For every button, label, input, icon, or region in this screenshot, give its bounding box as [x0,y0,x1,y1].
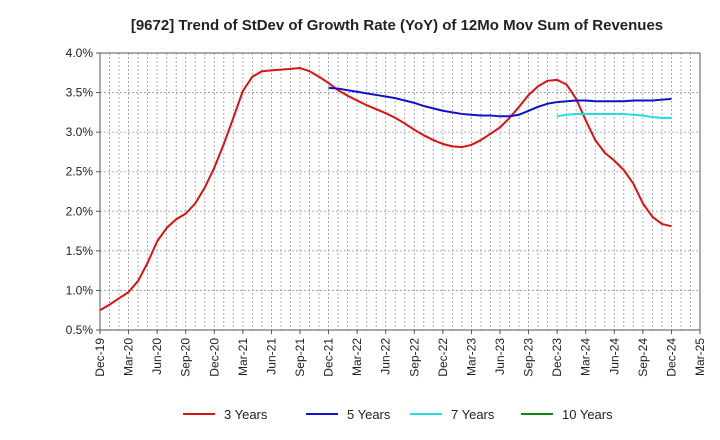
y-tick-label: 2.5% [66,165,94,179]
x-tick-label: Mar-23 [464,338,478,376]
x-axis: Dec-19 Mar-20 Jun-20 Sep-20 Dec-20 Mar-21 Jun-… [93,330,707,377]
x-tick-label: Mar-20 [122,338,136,376]
x-tick-label: Dec-20 [207,338,221,377]
y-tick-label: 0.5% [66,323,94,337]
y-tick-label: 3.5% [66,86,94,100]
series-line-5-years [328,86,672,118]
legend: 3 Years 5 Years 7 Years 10 Years [183,407,613,422]
legend-label-7-years: 7 Years [451,407,495,422]
y-tick-label: 2.0% [66,204,94,218]
x-tick-label: Mar-25 [693,338,707,376]
x-tick-label: Sep-21 [293,338,307,377]
x-tick-label: Mar-22 [350,338,364,376]
x-tick-label: Dec-22 [436,338,450,377]
x-tick-label: Jun-24 [607,338,621,375]
legend-label-10-years: 10 Years [562,407,613,422]
y-tick-label: 3.0% [66,125,94,139]
grid [100,52,700,331]
x-tick-label: Jun-21 [264,338,278,375]
y-tick-label: 4.0% [66,46,94,60]
plot-frame [99,52,701,331]
x-tick-label: Sep-20 [179,338,193,377]
x-tick-label: Sep-24 [636,338,650,377]
legend-label-3-years: 3 Years [224,407,268,422]
y-tick-label: 1.5% [66,244,94,258]
x-tick-label: Jun-23 [493,338,507,375]
x-tick-label: Sep-22 [407,338,421,377]
series-lines [99,67,672,312]
x-tick-label: Dec-19 [93,338,107,377]
x-tick-label: Sep-23 [522,338,536,377]
x-tick-label: Mar-21 [236,338,250,376]
x-tick-label: Mar-24 [579,338,593,376]
series-line-7-years [556,112,672,119]
y-axis: 0.5% 1.0% 1.5% 2.0% 2.5% 3.0% 3.5% 4.0% [66,46,100,337]
legend-label-5-years: 5 Years [347,407,391,422]
x-tick-label: Dec-23 [550,338,564,377]
y-tick-label: 1.0% [66,283,94,297]
series-line-3-years [99,67,672,312]
chart-title: [9672] Trend of StDev of Growth Rate (Yo… [131,17,663,34]
x-tick-label: Jun-20 [150,338,164,375]
x-tick-label: Jun-22 [379,338,393,375]
x-tick-label: Dec-21 [322,338,336,377]
x-tick-label: Dec-24 [664,338,678,377]
